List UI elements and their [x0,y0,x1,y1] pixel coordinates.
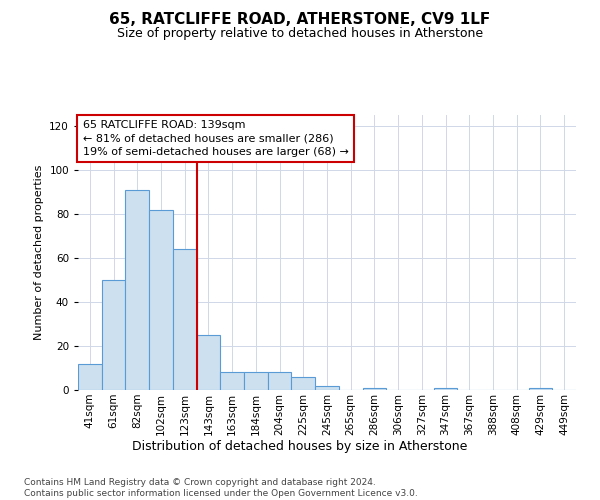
Bar [362,388,386,390]
Text: Size of property relative to detached houses in Atherstone: Size of property relative to detached ho… [117,28,483,40]
Bar [125,190,149,390]
Bar [292,377,315,390]
Text: 65, RATCLIFFE ROAD, ATHERSTONE, CV9 1LF: 65, RATCLIFFE ROAD, ATHERSTONE, CV9 1LF [109,12,491,28]
Bar [220,372,244,390]
Bar [102,280,125,390]
Text: Distribution of detached houses by size in Atherstone: Distribution of detached houses by size … [133,440,467,453]
Bar [149,210,173,390]
Bar [244,372,268,390]
Text: Contains HM Land Registry data © Crown copyright and database right 2024.
Contai: Contains HM Land Registry data © Crown c… [24,478,418,498]
Y-axis label: Number of detached properties: Number of detached properties [34,165,44,340]
Bar [173,249,197,390]
Text: 65 RATCLIFFE ROAD: 139sqm
← 81% of detached houses are smaller (286)
19% of semi: 65 RATCLIFFE ROAD: 139sqm ← 81% of detac… [83,120,349,157]
Bar [268,372,292,390]
Bar [529,388,552,390]
Bar [78,364,102,390]
Bar [315,386,339,390]
Bar [434,388,457,390]
Bar [197,335,220,390]
